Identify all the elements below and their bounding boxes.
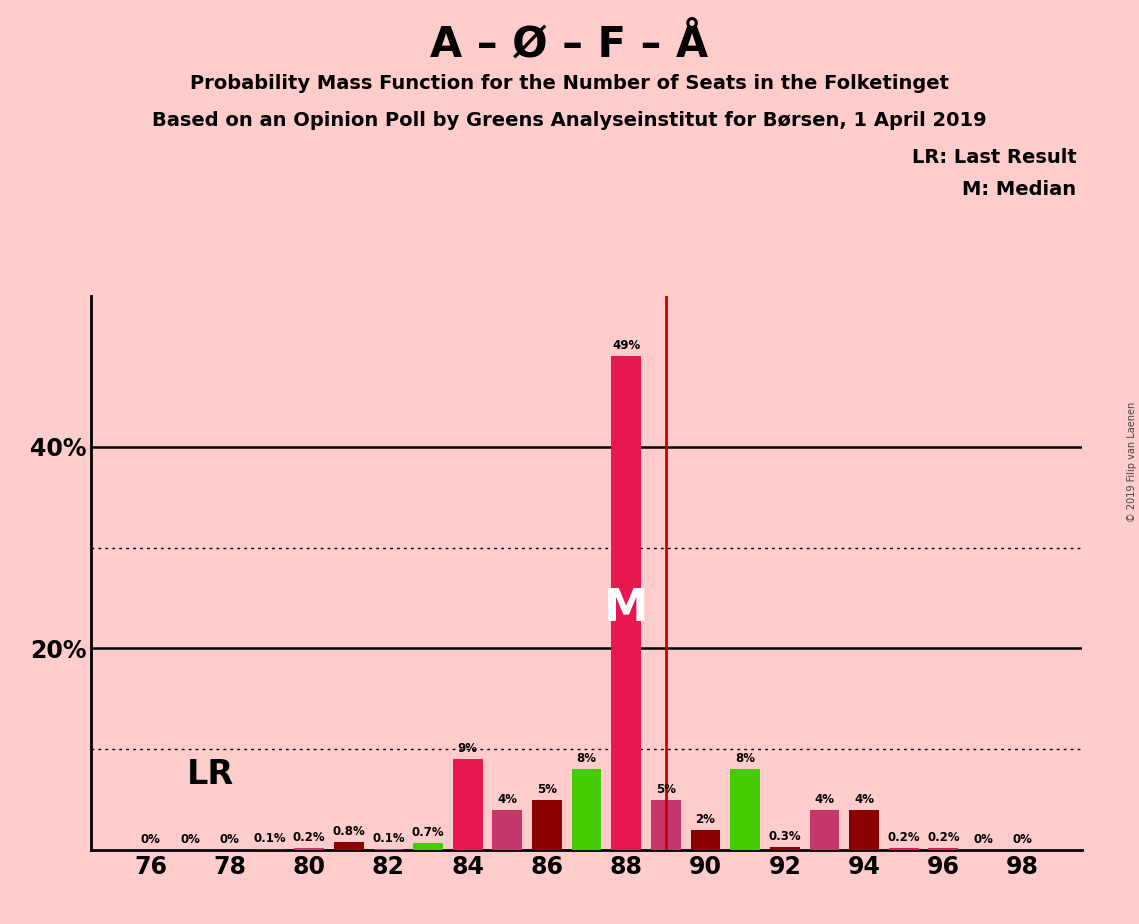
Bar [690,830,720,850]
Text: 0.3%: 0.3% [769,830,801,843]
Bar [730,770,760,850]
Bar [413,843,443,850]
Text: 8%: 8% [735,752,755,765]
Text: 0%: 0% [220,833,240,846]
Bar [453,760,483,850]
Text: 4%: 4% [814,793,835,806]
Text: 0%: 0% [140,833,161,846]
Text: Based on an Opinion Poll by Greens Analyseinstitut for Børsen, 1 April 2019: Based on an Opinion Poll by Greens Analy… [153,111,986,130]
Text: 5%: 5% [536,783,557,796]
Text: 0%: 0% [180,833,200,846]
Text: 0.2%: 0.2% [927,831,960,844]
Bar [492,809,522,850]
Text: 2%: 2% [696,813,715,826]
Bar [374,849,403,850]
Text: LR: Last Result: LR: Last Result [911,148,1076,167]
Text: 0%: 0% [973,833,993,846]
Text: 5%: 5% [656,783,675,796]
Bar [888,848,918,850]
Bar [612,356,641,850]
Bar [810,809,839,850]
Text: 4%: 4% [854,793,874,806]
Text: 0.2%: 0.2% [293,831,326,844]
Text: 0.8%: 0.8% [333,825,366,838]
Text: A – Ø – F – Å: A – Ø – F – Å [431,23,708,65]
Text: 8%: 8% [576,752,597,765]
Text: 0.1%: 0.1% [372,832,404,845]
Bar [294,848,323,850]
Bar [255,849,285,850]
Text: 9%: 9% [458,742,477,755]
Bar [850,809,879,850]
Bar [928,848,958,850]
Text: Probability Mass Function for the Number of Seats in the Folketinget: Probability Mass Function for the Number… [190,74,949,93]
Bar [532,799,562,850]
Bar [572,770,601,850]
Text: 0.7%: 0.7% [411,826,444,839]
Text: M: M [604,587,648,629]
Text: 0.1%: 0.1% [253,832,286,845]
Text: LR: LR [187,758,233,791]
Text: M: Median: M: Median [962,180,1076,200]
Text: 0%: 0% [1013,833,1033,846]
Text: © 2019 Filip van Laenen: © 2019 Filip van Laenen [1126,402,1137,522]
Bar [652,799,681,850]
Bar [334,842,363,850]
Text: 49%: 49% [612,339,640,352]
Bar [770,847,800,850]
Text: 4%: 4% [498,793,517,806]
Text: 0.2%: 0.2% [887,831,920,844]
